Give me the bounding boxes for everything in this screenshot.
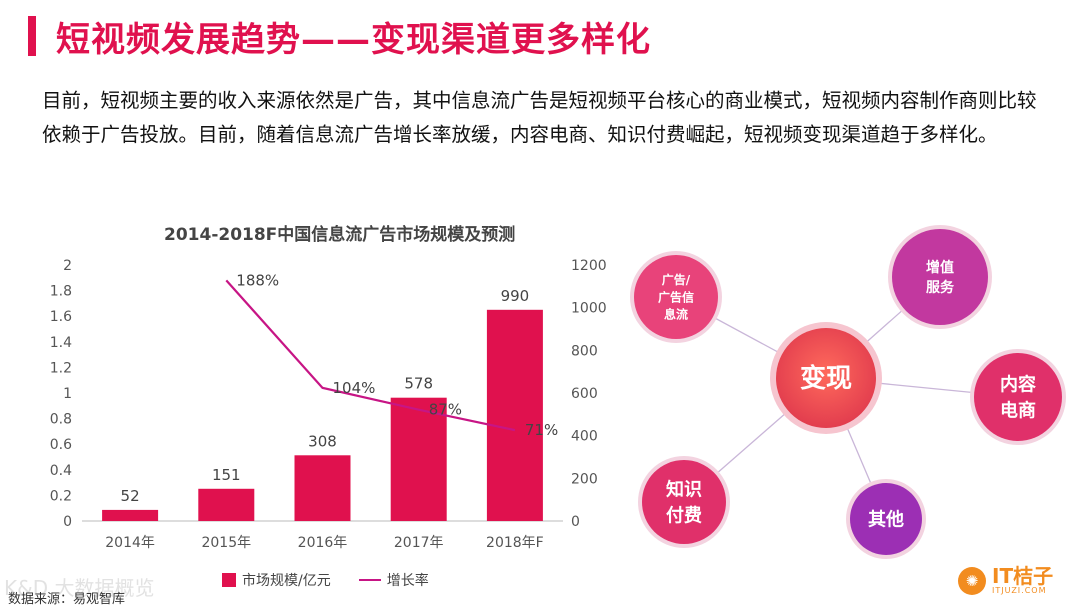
bar <box>486 309 543 521</box>
line-data-label: 188% <box>236 271 279 289</box>
right-axis-tick-label: 0 <box>571 514 580 530</box>
left-axis-tick-label: 0 <box>63 514 72 530</box>
page-title: 短视频发展趋势——变现渠道更多样化 <box>56 20 651 60</box>
bar-data-label: 151 <box>212 466 241 484</box>
right-axis-tick-label: 200 <box>571 471 598 487</box>
branch-node-label: 广告/ <box>662 272 691 287</box>
bar <box>294 455 351 521</box>
branch-node-label: 电商 <box>1000 400 1036 422</box>
left-axis-tick-label: 1.8 <box>50 284 72 300</box>
bar <box>198 488 255 521</box>
right-axis-tick-label: 800 <box>571 343 598 359</box>
x-axis-tick-label: 2018年F <box>486 535 544 551</box>
left-axis-tick-label: 1.4 <box>50 335 72 351</box>
left-axis-tick-label: 0.4 <box>50 463 72 479</box>
branch-node <box>634 255 718 339</box>
line-data-label: 87% <box>429 401 462 419</box>
x-axis-tick-label: 2015年 <box>201 535 251 551</box>
left-axis-tick-label: 0.6 <box>50 437 72 453</box>
left-axis-tick-label: 1 <box>63 386 72 402</box>
bar <box>390 397 447 521</box>
right-axis-tick-label: 1000 <box>571 301 607 317</box>
left-axis-tick-label: 0.2 <box>50 488 72 504</box>
x-axis-tick-label: 2016年 <box>298 535 348 551</box>
branch-node-label: 知识 <box>666 478 702 500</box>
bar-data-label: 578 <box>404 375 433 393</box>
legend-line-swatch <box>358 579 381 581</box>
branch-node <box>642 460 726 544</box>
branch-node-label: 广告信 <box>658 289 694 304</box>
logo-main-text: IT桔子 <box>992 564 1054 588</box>
legend-bar-label: 市场规模/亿元 <box>242 573 331 589</box>
growth-rate-line <box>225 279 516 432</box>
center-node-label: 变现 <box>800 363 852 394</box>
branch-node-label: 付费 <box>666 505 702 527</box>
branch-node <box>850 483 922 555</box>
x-axis-tick-label: 2017年 <box>394 535 444 551</box>
line-data-label: 104% <box>333 379 376 397</box>
watermark: K&D 大数据概览 <box>4 576 155 600</box>
right-axis-tick-label: 600 <box>571 386 598 402</box>
x-axis-tick-label: 2014年 <box>105 535 155 551</box>
left-axis-tick-label: 2 <box>63 258 72 274</box>
itjuzi-logo: ✺ IT桔子 ITJUZI.COM <box>958 566 1053 595</box>
bar-data-label: 308 <box>308 432 337 450</box>
bar <box>102 509 159 521</box>
chart-title: 2014-2018F中国信息流广告市场规模及预测 <box>164 225 516 245</box>
branch-node-label: 其他 <box>868 508 904 530</box>
branch-node-label: 息流 <box>664 307 688 322</box>
branch-node-label: 服务 <box>926 279 955 296</box>
line-data-label: 71% <box>525 421 558 439</box>
left-axis-tick-label: 1.2 <box>50 360 72 376</box>
branch-node-label: 内容 <box>1000 373 1036 395</box>
legend-bar-swatch <box>222 573 236 587</box>
branch-node <box>892 229 988 325</box>
left-axis-tick-label: 0.8 <box>50 412 72 428</box>
legend-line-label: 增长率 <box>386 573 429 589</box>
orange-slice-icon: ✺ <box>958 566 986 595</box>
chart-legend: 市场规模/亿元 增长率 <box>222 570 429 590</box>
right-axis-tick-label: 1200 <box>571 258 607 274</box>
left-axis-tick-label: 1.6 <box>50 309 72 325</box>
branch-node-label: 增值 <box>926 259 954 276</box>
logo-sub-text: ITJUZI.COM <box>992 586 1047 595</box>
right-axis-tick-label: 400 <box>571 429 598 445</box>
title-accent-bar <box>28 16 36 56</box>
bar-data-label: 990 <box>501 287 530 305</box>
intro-paragraph: 目前，短视频主要的收入来源依然是广告，其中信息流广告是短视频平台核心的商业模式，… <box>42 89 1037 146</box>
data-source: 数据来源：易观智库 <box>8 592 126 607</box>
branch-node <box>974 353 1062 441</box>
center-node <box>776 328 876 428</box>
bar-data-label: 52 <box>121 487 140 505</box>
